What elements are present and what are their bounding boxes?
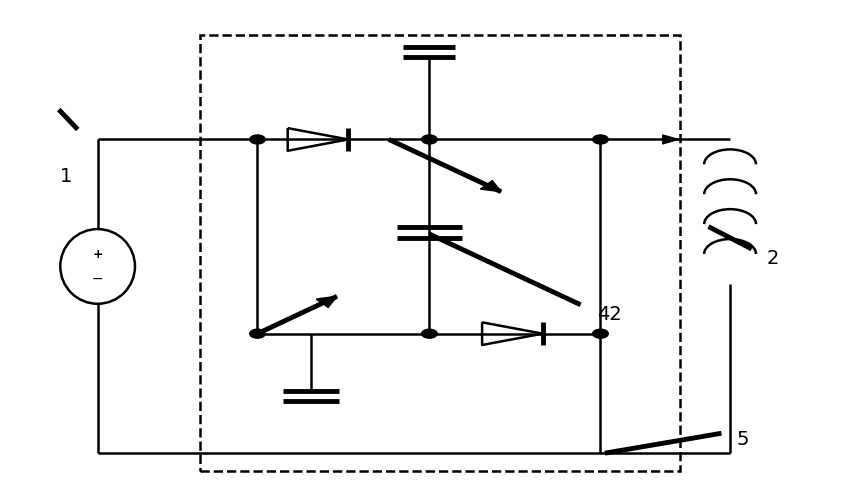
Text: 5: 5 bbox=[737, 430, 749, 449]
Circle shape bbox=[422, 135, 437, 144]
Circle shape bbox=[593, 329, 608, 338]
Circle shape bbox=[250, 135, 265, 144]
Bar bbox=[200, 35, 680, 471]
Text: 42: 42 bbox=[597, 305, 621, 324]
Polygon shape bbox=[663, 135, 678, 144]
Text: −: − bbox=[92, 271, 104, 285]
Polygon shape bbox=[480, 181, 501, 192]
Text: 1: 1 bbox=[60, 167, 73, 186]
Text: +: + bbox=[92, 248, 103, 261]
Text: 2: 2 bbox=[767, 249, 779, 268]
Polygon shape bbox=[316, 296, 337, 307]
Circle shape bbox=[593, 135, 608, 144]
Circle shape bbox=[422, 329, 437, 338]
Circle shape bbox=[250, 329, 265, 338]
